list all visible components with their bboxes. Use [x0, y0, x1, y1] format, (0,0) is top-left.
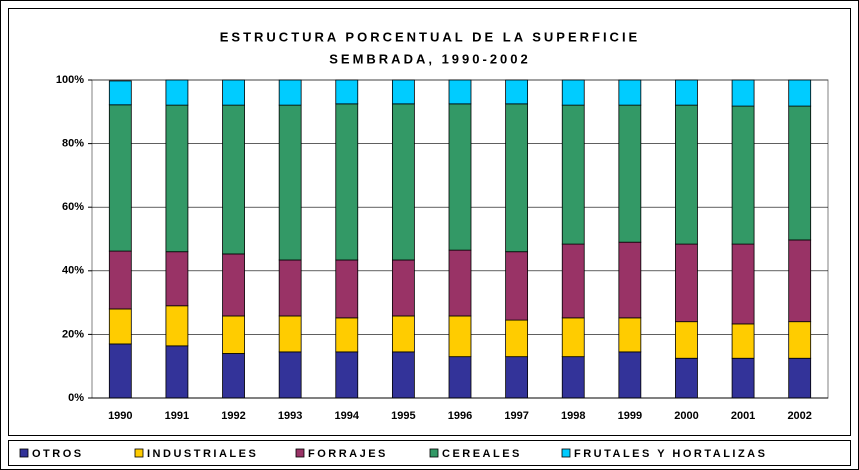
- bar-segment: [108, 308, 132, 345]
- bar-segment: [108, 80, 132, 106]
- bar-segment: [561, 317, 585, 358]
- bar-segment: [788, 321, 812, 359]
- bar-segment: [108, 104, 132, 252]
- bar-segment: [391, 315, 415, 353]
- bar-segment: [788, 239, 812, 323]
- bar-segment: [222, 353, 245, 399]
- bar-segment: [222, 315, 245, 354]
- x-tick-label: 1998: [561, 410, 585, 422]
- bar-segment: [108, 250, 132, 310]
- legend-swatch: [561, 448, 571, 458]
- x-tick-label: 1993: [278, 410, 302, 422]
- bar-segment: [675, 357, 698, 399]
- bar-segment: [335, 79, 359, 105]
- bar-segment: [448, 249, 472, 317]
- bar-segment: [788, 357, 812, 399]
- y-tick-label: 60%: [62, 201, 84, 213]
- bar-segment: [165, 345, 189, 399]
- x-tick-label: 1991: [165, 410, 189, 422]
- chart-title: SEMBRADA, 1990-2002: [329, 51, 531, 66]
- bar-segment: [505, 251, 529, 321]
- bar-segment: [675, 79, 698, 106]
- bar-segment: [448, 315, 472, 358]
- legend-swatch: [295, 448, 305, 458]
- x-tick-label: 1992: [221, 410, 245, 422]
- legend-label: FORRAJES: [308, 448, 388, 460]
- bar-segment: [391, 351, 415, 399]
- bar-segment: [278, 259, 302, 317]
- bar-segment: [165, 305, 189, 347]
- bar-segment: [165, 251, 189, 307]
- legend-label: CEREALES: [442, 448, 522, 460]
- y-tick-label: 20%: [62, 328, 84, 340]
- bar-segment: [505, 79, 529, 105]
- bar-segment: [618, 317, 642, 353]
- chart-title: ESTRUCTURA PORCENTUAL DE LA SUPERFICIE: [220, 29, 640, 44]
- bar-segment: [278, 104, 302, 261]
- bar-segment: [731, 323, 755, 359]
- bar-segment: [278, 79, 302, 106]
- bar-segment: [731, 79, 755, 107]
- bar-segment: [505, 356, 529, 399]
- bar-segment: [391, 259, 415, 317]
- bar-segment: [618, 241, 642, 319]
- x-tick-label: 2000: [674, 410, 698, 422]
- bar-segment: [335, 259, 359, 319]
- bar-segment: [278, 315, 302, 353]
- bar-segment: [222, 79, 245, 106]
- bar-segment: [222, 104, 245, 255]
- y-tick-label: 0%: [68, 392, 84, 404]
- bar-segment: [165, 104, 189, 253]
- bar-segment: [788, 79, 812, 107]
- bar-segment: [675, 321, 698, 359]
- y-tick-label: 100%: [56, 74, 84, 86]
- bar-segment: [448, 103, 472, 251]
- x-tick-label: 1996: [448, 410, 472, 422]
- bar-segment: [505, 319, 529, 358]
- y-tick-label: 80%: [62, 138, 84, 150]
- bar-segment: [618, 79, 642, 106]
- x-tick-label: 1995: [391, 410, 415, 422]
- x-tick-label: 2001: [731, 410, 755, 422]
- x-tick-label: 1999: [618, 410, 642, 422]
- legend-swatch: [19, 448, 29, 458]
- bar-segment: [391, 79, 415, 105]
- bar-segment: [731, 243, 755, 325]
- bar-segment: [448, 356, 472, 399]
- bar-segment: [222, 253, 245, 317]
- legend-label: FRUTALES Y HORTALIZAS: [574, 448, 767, 460]
- bar-segment: [505, 103, 529, 253]
- bar-segment: [108, 343, 132, 399]
- bar-segment: [165, 79, 189, 106]
- legend-swatch: [429, 448, 439, 458]
- bar-segment: [278, 351, 302, 399]
- bar-segment: [448, 79, 472, 105]
- x-tick-label: 2002: [787, 410, 811, 422]
- bar-segment: [788, 105, 812, 241]
- bar-segment: [561, 79, 585, 106]
- bar-segment: [618, 104, 642, 243]
- bar-segment: [335, 103, 359, 261]
- legend-label: INDUSTRIALES: [147, 448, 258, 460]
- bar-segment: [391, 103, 415, 261]
- bar-segment: [675, 104, 698, 245]
- legend-box: [8, 440, 851, 466]
- bar-segment: [618, 351, 642, 399]
- bar-segment: [335, 317, 359, 353]
- bar-segment: [731, 357, 755, 399]
- x-tick-label: 1994: [335, 410, 360, 422]
- legend-label: OTROS: [32, 448, 84, 460]
- bar-segment: [561, 104, 585, 245]
- x-tick-label: 1997: [504, 410, 528, 422]
- bar-segment: [335, 351, 359, 399]
- bar-segment: [675, 243, 698, 323]
- y-tick-label: 40%: [62, 265, 84, 277]
- legend-swatch: [134, 448, 144, 458]
- bar-segment: [731, 105, 755, 245]
- bar-segment: [561, 243, 585, 319]
- bar-segment: [561, 356, 585, 399]
- x-tick-label: 1990: [108, 410, 132, 422]
